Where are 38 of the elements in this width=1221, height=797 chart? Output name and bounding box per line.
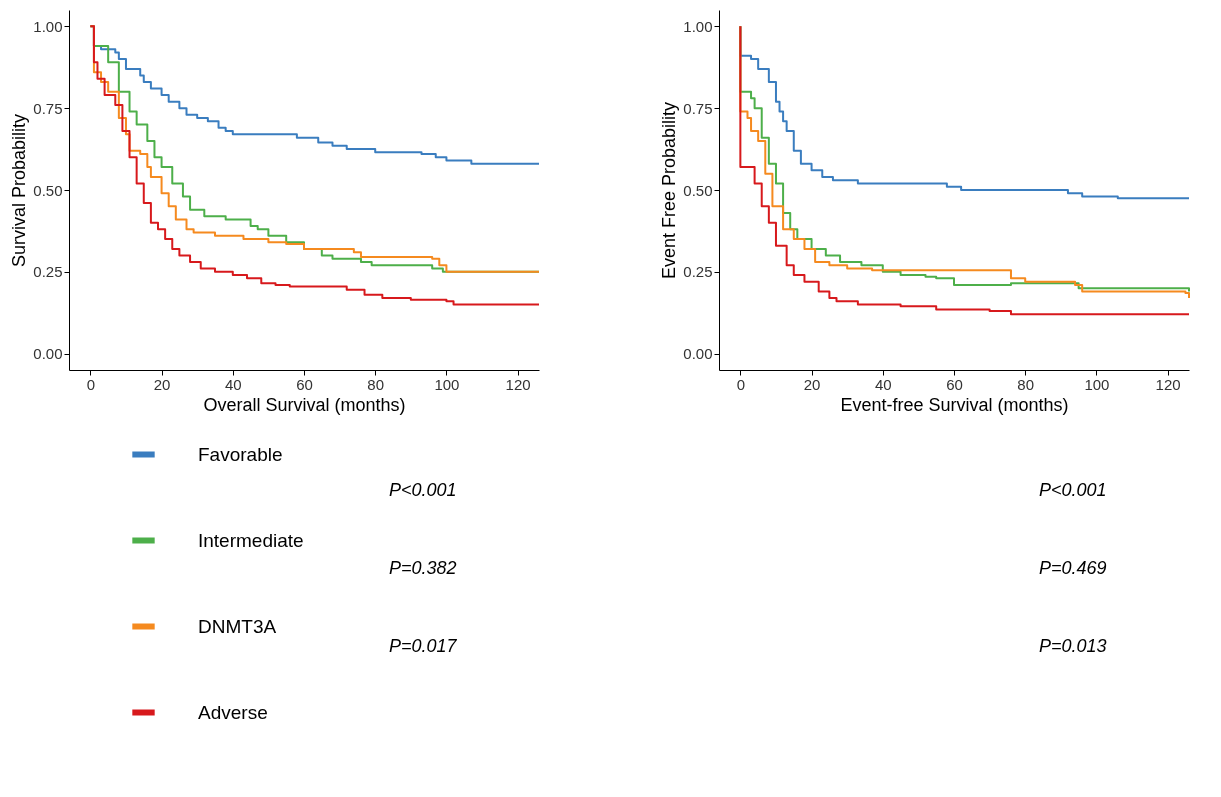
x-tick-label: 60	[296, 375, 313, 393]
x-tick-label: 40	[224, 375, 242, 393]
text: P<0.001	[1039, 480, 1107, 500]
x-tick-label: 0	[736, 375, 746, 393]
x-tick-label: 120	[1155, 375, 1181, 393]
y-axis-title: Survival Probability	[9, 113, 30, 268]
x-axis-title: Overall Survival (months)	[203, 394, 406, 415]
x-tick-label: 100	[434, 375, 460, 393]
y-tick-label: 1.00	[683, 17, 713, 35]
y-tick-label: 0.25	[683, 263, 713, 281]
y-tick-label: 0.00	[33, 345, 63, 363]
y-tick-label: 0.25	[33, 263, 63, 281]
x-tick-label: 120	[505, 375, 531, 393]
x-tick-label: 20	[803, 375, 821, 393]
y-tick-label: 0.50	[33, 181, 63, 199]
x-tick-label: 60	[946, 375, 963, 393]
y-tick-label: 0.75	[683, 99, 713, 117]
legend-label: Adverse	[198, 701, 268, 723]
text: P=0.469	[1039, 558, 1107, 578]
x-tick-label: 80	[1017, 375, 1035, 393]
y-tick-label: 1.00	[33, 17, 63, 35]
x-tick-label: 20	[153, 375, 171, 393]
y-tick-label: 0.00	[683, 345, 713, 363]
text: P=0.382	[389, 558, 457, 578]
legend-label: Intermediate	[198, 529, 304, 551]
text: P<0.001	[389, 480, 457, 500]
legend-label: Favorable	[198, 443, 283, 465]
text: P=0.013	[1039, 636, 1107, 656]
x-tick-label: 0	[86, 375, 96, 393]
y-tick-label: 0.50	[683, 181, 713, 199]
legend-label: DNMT3A	[198, 615, 277, 637]
x-tick-label: 100	[1084, 375, 1110, 393]
text: P=0.017	[389, 636, 458, 656]
y-tick-label: 0.75	[33, 99, 63, 117]
x-tick-label: 40	[874, 375, 892, 393]
y-axis-title: Event Free Probability	[659, 101, 680, 280]
x-tick-label: 80	[367, 375, 385, 393]
x-axis-title: Event-free Survival (months)	[840, 394, 1069, 415]
